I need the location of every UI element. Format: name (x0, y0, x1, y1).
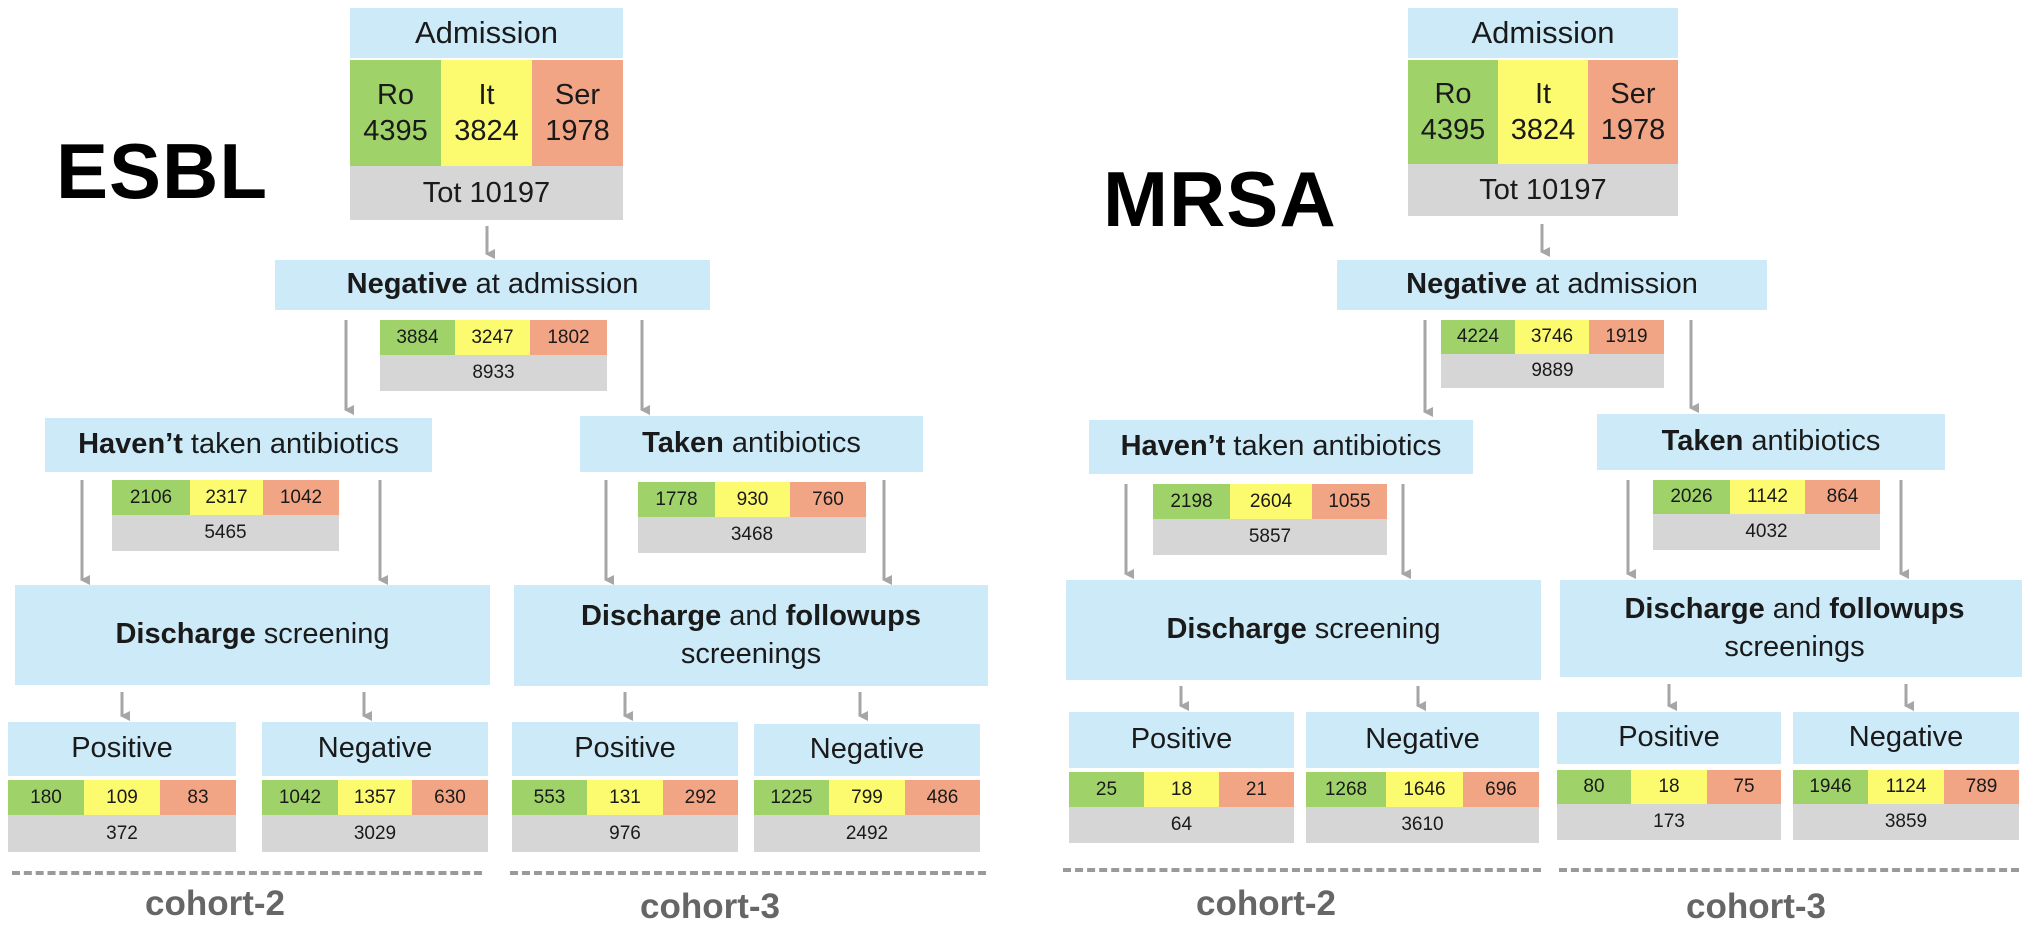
negative-at-admission-box: Negative at admission (275, 260, 710, 310)
discharge-screening-box: Discharge screening (15, 585, 490, 685)
esbl-panel: ESBL Admission Ro 4395 It 3824 Ser 1978 Tot… (8, 8, 988, 926)
panel-title: ESBL (56, 127, 269, 215)
ser-count: 1042 (263, 480, 339, 515)
flow-arrows (1124, 224, 1914, 711)
ro-count: 2026 (1653, 480, 1730, 514)
cohort3-label: cohort-3 (640, 887, 780, 926)
ro-count: 4224 (1441, 320, 1515, 354)
it-count: 1357 (338, 780, 412, 815)
cohort3-positive-box: Positive (512, 722, 738, 776)
it-count: 930 (715, 482, 790, 517)
it-count: It 3824 (441, 60, 532, 166)
ser-count: 630 (412, 780, 488, 815)
admission-box: Admission (1408, 8, 1678, 58)
cohort3-divider (510, 871, 986, 875)
taken-antibiotics-box: Taken antibiotics (580, 416, 923, 472)
total-count: 4032 (1653, 514, 1880, 550)
total-count: 3859 (1793, 804, 2019, 840)
ser-count: 1919 (1589, 320, 1664, 354)
total-count: 372 (8, 815, 236, 852)
havent-taken-antibiotics-box: Haven’t taken antibiotics (1089, 420, 1473, 474)
admission-box: Admission (350, 8, 623, 58)
it-count: 1142 (1730, 480, 1805, 514)
ro-count: 1268 (1306, 772, 1386, 807)
total-count: 3029 (262, 815, 488, 852)
ser-count: Ser 1978 (1588, 60, 1678, 164)
ser-count: 696 (1463, 772, 1539, 807)
ro-count: 1225 (754, 780, 829, 815)
ser-count: 21 (1219, 772, 1294, 807)
panel-title: MRSA (1103, 155, 1337, 243)
ro-count: 553 (512, 780, 587, 815)
total-count: 2492 (754, 815, 980, 852)
total-count: 173 (1557, 804, 1781, 840)
total-count: 5857 (1153, 519, 1387, 555)
havent-taken-antibiotics-box: Haven’t taken antibiotics (45, 418, 432, 472)
it-count: 18 (1631, 770, 1707, 804)
total-count: 8933 (380, 355, 607, 391)
ser-count: 486 (905, 780, 980, 815)
cohort3-negative-box: Negative (754, 724, 980, 776)
cohort2-positive-box: Positive (1069, 712, 1294, 768)
it-count: 799 (829, 780, 905, 815)
cohort2-positive-box: Positive (8, 722, 236, 776)
ro-count: 25 (1069, 772, 1144, 807)
cohort3-positive-box: Positive (1557, 712, 1781, 764)
mrsa-panel: MRSA Admission Ro 4395 It 3824 Ser 1978 Tot… (1011, 0, 2022, 928)
ser-count: 1802 (530, 320, 607, 355)
it-count: 131 (587, 780, 663, 815)
cohort2-negative-box: Negative (262, 722, 488, 776)
ro-count: 2106 (112, 480, 190, 515)
ser-count: Ser 1978 (532, 60, 623, 166)
ro-count: 1778 (638, 482, 715, 517)
cohort2-divider (1063, 868, 1541, 872)
it-count: 2604 (1230, 484, 1312, 519)
cohort2-label: cohort-2 (1196, 884, 1336, 923)
cohort3-divider (1559, 868, 2019, 872)
it-count: 18 (1144, 772, 1219, 807)
discharge-followups-screenings-box: Discharge and followups screenings (514, 585, 988, 686)
ro-count: 1042 (262, 780, 338, 815)
it-count: 109 (84, 780, 160, 815)
discharge-followups-screenings-box: Discharge and followups screenings (1560, 580, 2022, 677)
it-count: 1124 (1868, 770, 1944, 804)
ser-count: 1055 (1312, 484, 1387, 519)
negative-at-admission-box: Negative at admission (1337, 260, 1767, 310)
ser-count: 864 (1805, 480, 1880, 514)
total-count: Tot 10197 (1408, 164, 1678, 216)
ro-count: 80 (1557, 770, 1631, 804)
cohort3-negative-box: Negative (1793, 712, 2019, 764)
admission-label: Admission (415, 14, 558, 50)
total-count: 3468 (638, 517, 866, 553)
total-count: 976 (512, 815, 738, 852)
ser-count: 75 (1707, 770, 1781, 804)
cohort2-divider (12, 871, 482, 875)
flow-arrows (80, 226, 892, 721)
ro-count: Ro 4395 (350, 60, 441, 166)
it-count: 3746 (1515, 320, 1589, 354)
discharge-screening-box: Discharge screening (1066, 580, 1541, 680)
total-count: Tot 10197 (350, 166, 623, 220)
cohort3-label: cohort-3 (1686, 887, 1826, 926)
total-count: 5465 (112, 515, 339, 551)
cohort2-label: cohort-2 (145, 884, 285, 923)
it-count: 3247 (455, 320, 530, 355)
ro-count: 2198 (1153, 484, 1230, 519)
ser-count: 789 (1944, 770, 2019, 804)
it-count: 1646 (1386, 772, 1463, 807)
ro-count: Ro 4395 (1408, 60, 1498, 164)
ro-count: 1946 (1793, 770, 1868, 804)
it-count: It 3824 (1498, 60, 1588, 164)
ro-count: 3884 (380, 320, 455, 355)
total-count: 64 (1069, 807, 1294, 843)
cohort2-negative-box: Negative (1306, 712, 1539, 768)
ser-count: 83 (160, 780, 236, 815)
total-count: 9889 (1441, 354, 1664, 388)
it-count: 2317 (190, 480, 263, 515)
ser-count: 292 (663, 780, 738, 815)
taken-antibiotics-box: Taken antibiotics (1597, 414, 1945, 470)
ser-count: 760 (790, 482, 866, 517)
total-count: 3610 (1306, 807, 1539, 843)
ro-count: 180 (8, 780, 84, 815)
